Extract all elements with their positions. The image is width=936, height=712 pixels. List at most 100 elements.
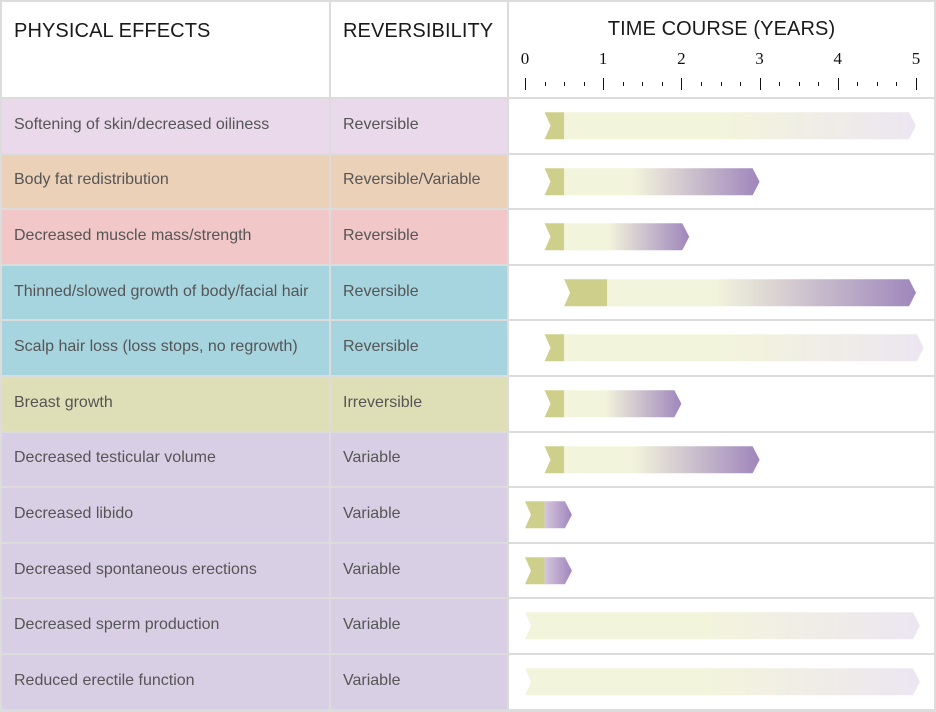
axis-major-tick (837, 78, 839, 90)
axis-minor-tick (818, 82, 820, 86)
axis-minor-tick (544, 82, 546, 86)
axis-major-tick (525, 78, 526, 90)
header-effects-cell: PHYSICAL EFFECTS (2, 2, 329, 97)
effect-cell: Decreased muscle mass/strength (2, 210, 329, 264)
timecourse-bar-svg (544, 334, 924, 362)
timecourse-bar-svg (544, 445, 760, 473)
effect-cell: Softening of skin/decreased oiliness (2, 99, 329, 153)
effect-cell: Reduced erectile function (2, 655, 329, 709)
timecourse-bar (564, 167, 760, 195)
effect-label: Softening of skin/decreased oiliness (14, 115, 270, 133)
timecourse-bar (564, 334, 924, 362)
onset-marker (544, 167, 565, 195)
timecourse-bar-svg (544, 223, 690, 251)
effect-label: Decreased sperm production (14, 616, 220, 634)
reversibility-cell: Reversible/Variable (331, 154, 507, 209)
reversibility-label: Variable (343, 616, 401, 634)
reversibility-label: Variable (343, 505, 401, 523)
reversibility-cell: Reversible (331, 265, 507, 320)
timecourse-bar-svg (544, 390, 682, 418)
effect-label: Decreased testicular volume (14, 449, 216, 467)
timecourse-bar-svg (525, 501, 572, 529)
header-timecourse: TIME COURSE (YEARS) (607, 18, 836, 40)
axis-major-tick (916, 78, 917, 90)
timecourse-bar-svg (544, 167, 760, 195)
effect-cell: Decreased spontaneous erections (2, 543, 329, 598)
timecourse-cell (509, 99, 934, 153)
reversibility-cell: Reversible (331, 210, 507, 264)
reversibility-cell: Reversible (331, 321, 507, 375)
timecourse-cell (509, 599, 934, 653)
axis-minor-tick (642, 82, 644, 86)
axis-major-tick (759, 78, 761, 90)
effect-cell: Decreased libido (2, 488, 329, 542)
axis-minor-tick (720, 82, 722, 86)
reversibility-label: Reversible (343, 338, 419, 356)
reversibility-label: Reversible/Variable (343, 171, 481, 189)
reversibility-cell: Irreversible (331, 377, 507, 431)
onset-marker (564, 279, 608, 307)
effect-label: Thinned/slowed growth of body/facial hai… (14, 282, 309, 300)
axis-minor-tick (583, 82, 585, 86)
axis-tick-label: 2 (677, 49, 686, 68)
axis-tick-label: 4 (833, 49, 843, 68)
timecourse-bar-svg (525, 668, 920, 696)
effect-label: Reduced erectile function (14, 671, 195, 689)
timecourse-cell (509, 265, 934, 320)
header-timecourse-cell: TIME COURSE (YEARS) 0 1 2 3 4 5 (509, 2, 934, 97)
header-reversibility-cell: REVERSIBILITY (331, 2, 507, 97)
timecourse-bar (564, 390, 682, 418)
reversibility-label: Reversible (343, 282, 419, 300)
axis-minor-tick (896, 82, 898, 86)
onset-marker (544, 223, 565, 251)
axis-minor-tick (622, 82, 624, 86)
effect-cell: Decreased testicular volume (2, 432, 329, 487)
onset-marker (525, 557, 545, 585)
timecourse-cell (509, 154, 934, 209)
timecourse-bar (525, 612, 920, 640)
effect-cell: Body fat redistribution (2, 154, 329, 209)
onset-marker (544, 112, 565, 140)
timecourse-bar (564, 112, 916, 140)
axis-major-tick (603, 78, 605, 90)
reversibility-label: Variable (343, 560, 401, 578)
onset-marker (544, 390, 565, 418)
reversibility-label: Variable (343, 449, 401, 467)
axis-tick-label: 3 (755, 49, 764, 68)
reversibility-cell: Variable (331, 543, 507, 598)
reversibility-cell: Variable (331, 488, 507, 542)
timecourse-bar (544, 557, 572, 585)
axis-minor-tick (798, 82, 800, 86)
effect-cell: Decreased sperm production (2, 599, 329, 653)
axis-minor-tick (779, 82, 781, 86)
axis-minor-tick (740, 82, 742, 86)
timecourse-bar (607, 279, 916, 307)
timecourse-cell (509, 377, 934, 431)
header-effects: PHYSICAL EFFECTS (14, 20, 211, 42)
effect-label: Breast growth (14, 393, 113, 411)
header-reversibility: REVERSIBILITY (343, 20, 494, 42)
timecourse-bar-svg (525, 557, 572, 585)
axis-tick-label: 1 (598, 49, 608, 68)
reversibility-cell: Variable (331, 432, 507, 487)
axis-minor-tick (661, 82, 663, 86)
onset-marker (544, 445, 565, 473)
effect-label: Decreased libido (14, 505, 134, 523)
effect-cell: Thinned/slowed growth of body/facial hai… (2, 265, 329, 320)
effect-label: Decreased muscle mass/strength (14, 227, 252, 245)
reversibility-cell: Variable (331, 599, 507, 653)
timecourse-cell (509, 655, 934, 709)
axis-tick-label: 0 (520, 49, 530, 68)
timecourse-cell (509, 210, 934, 264)
reversibility-label: Reversible (343, 115, 419, 133)
timecourse-cell (509, 543, 934, 598)
timecourse-cell (509, 432, 934, 487)
timecourse-bar-svg (564, 279, 916, 307)
timecourse-cell (509, 321, 934, 375)
axis-minor-tick (700, 82, 702, 86)
axis-major-tick (681, 78, 683, 90)
effect-cell: Scalp hair loss (loss stops, no regrowth… (2, 321, 329, 375)
reversibility-label: Variable (343, 671, 401, 689)
reversibility-label: Reversible (343, 227, 419, 245)
